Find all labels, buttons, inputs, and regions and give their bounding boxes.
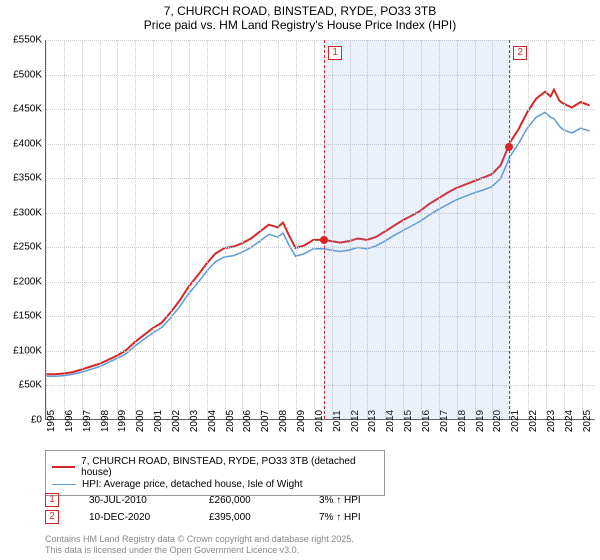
gridline-v bbox=[278, 40, 279, 419]
sale-row-hpi: 7% ↑ HPI bbox=[319, 512, 361, 523]
x-axis-label: 2002 bbox=[171, 410, 182, 432]
marker-box: 2 bbox=[513, 46, 527, 60]
gridline-h bbox=[46, 109, 595, 110]
gridline-h bbox=[46, 351, 595, 352]
x-axis-label: 1998 bbox=[100, 410, 111, 432]
gridline-h bbox=[46, 316, 595, 317]
gridline-h bbox=[46, 213, 595, 214]
gridline-v bbox=[528, 40, 529, 419]
x-axis-label: 2025 bbox=[582, 410, 593, 432]
x-axis-label: 2000 bbox=[135, 410, 146, 432]
marker-dot bbox=[505, 143, 513, 151]
gridline-v bbox=[314, 40, 315, 419]
x-axis-label: 2009 bbox=[296, 410, 307, 432]
gridline-v bbox=[46, 40, 47, 419]
gridline-h bbox=[46, 247, 595, 248]
x-axis-label: 2022 bbox=[528, 410, 539, 432]
y-axis-label: £550K bbox=[13, 35, 42, 46]
gridline-v bbox=[510, 40, 511, 419]
sale-row: 2 10-DEC-2020£395,0007% ↑ HPI bbox=[45, 510, 361, 524]
x-axis-label: 1999 bbox=[117, 410, 128, 432]
sale-row-price: £260,000 bbox=[209, 495, 319, 506]
x-axis-label: 2003 bbox=[189, 410, 200, 432]
gridline-h bbox=[46, 385, 595, 386]
y-axis-label: £450K bbox=[13, 104, 42, 115]
footnote: Contains HM Land Registry data © Crown c… bbox=[45, 534, 354, 556]
x-axis-label: 2021 bbox=[510, 410, 521, 432]
y-axis-label: £500K bbox=[13, 69, 42, 80]
gridline-v bbox=[225, 40, 226, 419]
y-axis-label: £200K bbox=[13, 276, 42, 287]
sale-row-date: 10-DEC-2020 bbox=[89, 512, 209, 523]
title-block: 7, CHURCH ROAD, BINSTEAD, RYDE, PO33 3TB… bbox=[0, 0, 600, 34]
title-line2: Price paid vs. HM Land Registry's House … bbox=[0, 18, 600, 32]
gridline-v bbox=[117, 40, 118, 419]
x-axis-label: 2023 bbox=[546, 410, 557, 432]
gridline-v bbox=[582, 40, 583, 419]
marker-dot bbox=[320, 236, 328, 244]
x-axis-label: 2007 bbox=[260, 410, 271, 432]
shaded-region bbox=[324, 40, 509, 419]
gridline-v bbox=[64, 40, 65, 419]
x-axis-label: 1995 bbox=[46, 410, 57, 432]
marker-line bbox=[324, 40, 325, 419]
y-axis-label: £100K bbox=[13, 345, 42, 356]
x-axis-label: 2008 bbox=[278, 410, 289, 432]
x-axis-label: 1996 bbox=[64, 410, 75, 432]
gridline-v bbox=[260, 40, 261, 419]
footnote-line1: Contains HM Land Registry data © Crown c… bbox=[45, 534, 354, 545]
x-axis-label: 2004 bbox=[207, 410, 218, 432]
gridline-h bbox=[46, 75, 595, 76]
x-axis-label: 2006 bbox=[242, 410, 253, 432]
plot-area: £0£50K£100K£150K£200K£250K£300K£350K£400… bbox=[45, 40, 595, 420]
gridline-v bbox=[546, 40, 547, 419]
chart-container: 7, CHURCH ROAD, BINSTEAD, RYDE, PO33 3TB… bbox=[0, 0, 600, 560]
legend-swatch bbox=[52, 466, 75, 468]
x-axis-label: 2024 bbox=[564, 410, 575, 432]
legend-row: HPI: Average price, detached house, Isle… bbox=[52, 479, 378, 490]
y-axis-label: £0 bbox=[31, 415, 42, 426]
y-axis-label: £50K bbox=[19, 380, 42, 391]
gridline-v bbox=[242, 40, 243, 419]
gridline-v bbox=[135, 40, 136, 419]
y-axis-label: £400K bbox=[13, 138, 42, 149]
x-axis-label: 2001 bbox=[153, 410, 164, 432]
legend-row: 7, CHURCH ROAD, BINSTEAD, RYDE, PO33 3TB… bbox=[52, 456, 378, 478]
sale-rows: 1 30-JUL-2010£260,0003% ↑ HPI 2 10-DEC-2020… bbox=[45, 490, 361, 527]
gridline-v bbox=[171, 40, 172, 419]
marker-line bbox=[509, 40, 510, 419]
gridline-h bbox=[46, 178, 595, 179]
sale-row-price: £395,000 bbox=[209, 512, 319, 523]
x-axis-label: 2005 bbox=[225, 410, 236, 432]
legend-swatch bbox=[52, 484, 76, 485]
sale-row-hpi: 3% ↑ HPI bbox=[319, 495, 361, 506]
sale-row-num: 2 bbox=[45, 510, 59, 524]
legend-label: 7, CHURCH ROAD, BINSTEAD, RYDE, PO33 3TB… bbox=[81, 456, 378, 478]
gridline-v bbox=[207, 40, 208, 419]
gridline-h bbox=[46, 282, 595, 283]
y-axis-label: £300K bbox=[13, 207, 42, 218]
title-line1: 7, CHURCH ROAD, BINSTEAD, RYDE, PO33 3TB bbox=[0, 4, 600, 18]
gridline-v bbox=[296, 40, 297, 419]
footnote-line2: This data is licensed under the Open Gov… bbox=[45, 545, 354, 556]
gridline-v bbox=[153, 40, 154, 419]
legend-label: HPI: Average price, detached house, Isle… bbox=[82, 479, 303, 490]
x-axis-label: 1997 bbox=[82, 410, 93, 432]
y-axis-label: £250K bbox=[13, 242, 42, 253]
x-axis-label: 2010 bbox=[314, 410, 325, 432]
gridline-v bbox=[100, 40, 101, 419]
y-axis-label: £150K bbox=[13, 311, 42, 322]
y-axis-label: £350K bbox=[13, 173, 42, 184]
marker-box: 1 bbox=[328, 46, 342, 60]
sale-row-date: 30-JUL-2010 bbox=[89, 495, 209, 506]
gridline-v bbox=[564, 40, 565, 419]
gridline-h bbox=[46, 40, 595, 41]
chart-lines-svg bbox=[46, 40, 595, 419]
sale-row-num: 1 bbox=[45, 493, 59, 507]
sale-row: 1 30-JUL-2010£260,0003% ↑ HPI bbox=[45, 493, 361, 507]
gridline-v bbox=[82, 40, 83, 419]
gridline-v bbox=[189, 40, 190, 419]
